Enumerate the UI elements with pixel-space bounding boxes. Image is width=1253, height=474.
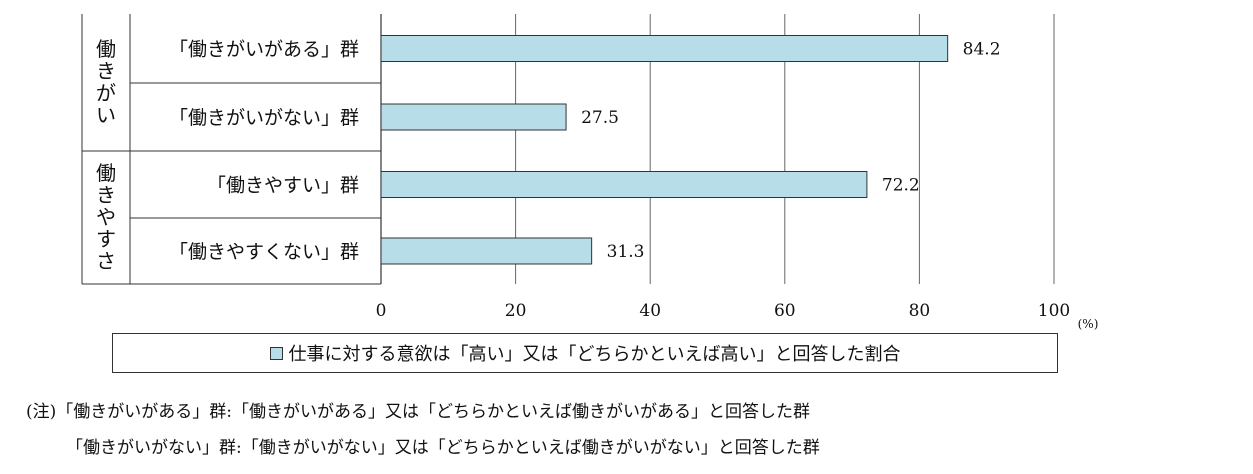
category-label: 「働きがいがない」群: [169, 107, 359, 129]
legend: 仕事に対する意欲は「高い」又は「どちらかといえば高い」と回答した割合: [112, 333, 1058, 373]
group-label-char: が: [96, 81, 116, 105]
group-label-char: さ: [96, 249, 116, 273]
group-label-char: す: [96, 227, 116, 251]
bar: [380, 237, 593, 265]
note-line-2: 「働きがいがない」群:「働きがいがない」又は「どちらかといえば働きがいがない」と…: [66, 438, 820, 458]
category-label: 「働きやすくない」群: [169, 241, 359, 263]
bar: [380, 171, 868, 198]
data-label: 84.2: [963, 40, 1001, 60]
category-label: 「働きがいがある」群: [169, 39, 359, 61]
category-label: 「働きやすい」群: [207, 175, 359, 197]
data-label: 27.5: [581, 108, 619, 128]
note-line-1: (注)「働きがいがある」群:「働きがいがある」又は「どちらかといえば働きがいがあ…: [26, 402, 810, 422]
tick-label: 40: [639, 301, 661, 321]
legend-swatch: [269, 346, 283, 360]
group-label: 働きやすさ: [96, 161, 116, 273]
group-label-char: き: [96, 183, 116, 207]
tick-label: 20: [505, 301, 527, 321]
bar: [380, 35, 949, 62]
bars: [380, 35, 949, 265]
group-label-char: や: [96, 205, 116, 229]
tick-label: 60: [774, 301, 796, 321]
group-label-char: 働: [96, 161, 116, 185]
group-label-char: き: [96, 59, 116, 83]
bar: [380, 103, 567, 131]
group-label: 働きがい: [96, 37, 116, 127]
axis-unit-label: (%): [1078, 317, 1099, 330]
bar-chart: 84.2 「働きがいがある」群 27.5 「働きがいがない」群 72.2 「働きやすい」群…: [81, 14, 1099, 331]
labels: 84.2 「働きがいがある」群 27.5 「働きがいがない」群 72.2 「働きやすい」群…: [96, 37, 1099, 331]
tick-label: 0: [376, 301, 387, 321]
legend-label: 仕事に対する意欲は「高い」又は「どちらかといえば高い」と回答した割合: [288, 344, 901, 365]
tick-label: 100: [1038, 301, 1070, 321]
group-label-char: い: [96, 103, 116, 127]
group-label-char: 働: [96, 37, 116, 61]
tick-label: 80: [909, 301, 931, 321]
data-label: 72.2: [882, 176, 920, 196]
data-label: 31.3: [607, 242, 645, 262]
